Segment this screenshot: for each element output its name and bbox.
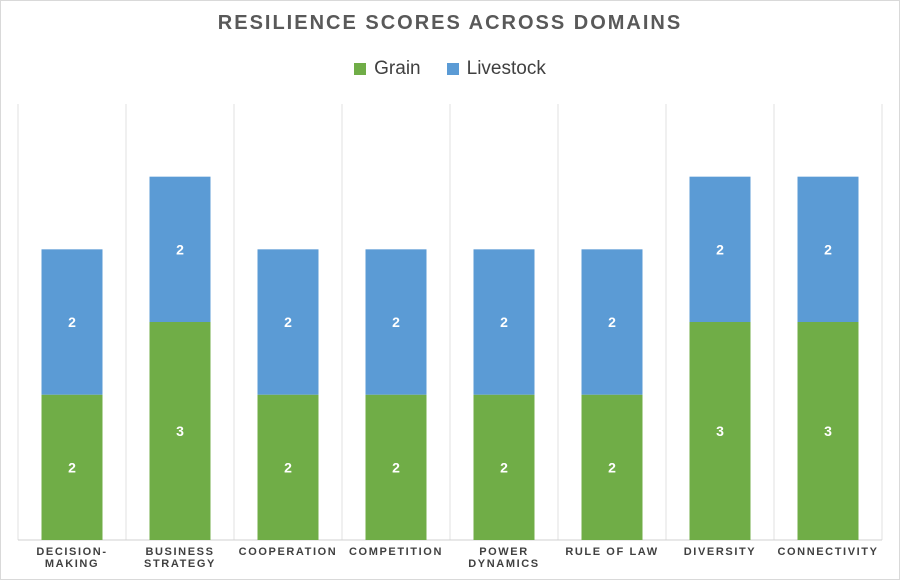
data-label-grain: 3 xyxy=(716,423,724,439)
data-label-livestock: 2 xyxy=(176,241,184,257)
bar-grain xyxy=(473,394,535,540)
bar-grain xyxy=(365,394,427,540)
x-tick-label: STRATEGY xyxy=(144,558,216,570)
x-tick-label: BUSINESS xyxy=(145,546,214,558)
legend: Grain Livestock xyxy=(0,58,900,80)
bar-livestock xyxy=(473,249,535,395)
bar-livestock xyxy=(149,176,211,322)
legend-swatch xyxy=(354,63,367,75)
x-tick-label: DIVERSITY xyxy=(684,546,756,558)
bar-livestock xyxy=(689,176,751,322)
bar-livestock xyxy=(797,176,859,322)
data-label-grain: 2 xyxy=(608,459,616,475)
bar-livestock xyxy=(257,249,319,395)
bar-grain xyxy=(581,394,643,540)
bar-grain xyxy=(797,322,859,540)
data-label-grain: 2 xyxy=(500,459,508,475)
data-label-grain: 2 xyxy=(284,459,292,475)
data-label-livestock: 2 xyxy=(500,314,508,330)
legend-entry-grain: Grain xyxy=(354,58,421,80)
bar-grain xyxy=(149,322,211,540)
chart-title: RESILIENCE SCORES ACROSS DOMAINS xyxy=(217,12,683,34)
x-tick-label: COOPERATION xyxy=(239,546,338,558)
bar-livestock xyxy=(581,249,643,395)
x-tick-label: MAKING xyxy=(45,558,99,570)
bar-grain xyxy=(689,322,751,540)
legend-label: Livestock xyxy=(466,58,546,79)
data-label-grain: 3 xyxy=(176,423,184,439)
data-label-grain: 3 xyxy=(824,423,832,439)
x-tick-label: DECISION- xyxy=(36,546,107,558)
bar-grain xyxy=(41,394,103,540)
legend-swatch xyxy=(446,63,459,75)
data-label-livestock: 2 xyxy=(68,314,76,330)
bar-grain xyxy=(257,394,319,540)
x-tick-label: POWER xyxy=(479,546,529,558)
x-tick-label: DYNAMICS xyxy=(468,558,539,570)
data-label-livestock: 2 xyxy=(392,314,400,330)
x-tick-label: CONNECTIVITY xyxy=(777,546,878,558)
data-label-grain: 2 xyxy=(68,459,76,475)
data-label-grain: 2 xyxy=(392,459,400,475)
legend-entry-livestock: Livestock xyxy=(446,58,546,80)
x-tick-label: COMPETITION xyxy=(349,546,443,558)
x-tick-label: RULE OF LAW xyxy=(565,546,658,558)
data-label-livestock: 2 xyxy=(608,314,616,330)
data-label-livestock: 2 xyxy=(284,314,292,330)
legend-label: Grain xyxy=(374,58,421,79)
bar-livestock xyxy=(365,249,427,395)
data-label-livestock: 2 xyxy=(716,241,724,257)
data-label-livestock: 2 xyxy=(824,241,832,257)
bar-livestock xyxy=(41,249,103,395)
